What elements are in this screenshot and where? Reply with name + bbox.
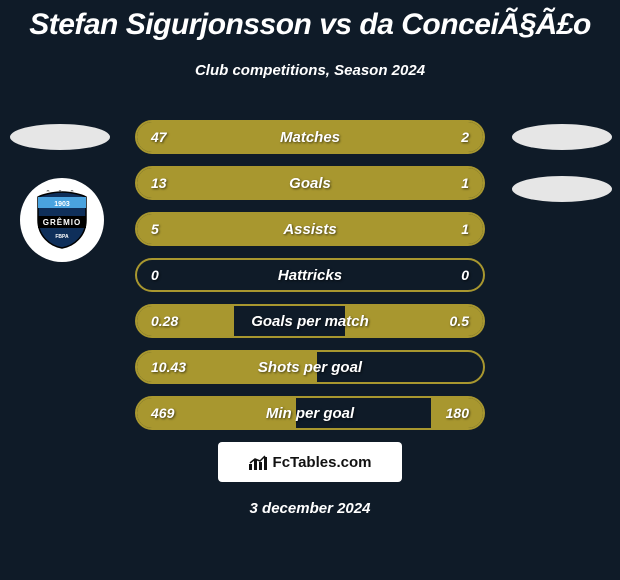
watermark-text: FcTables.com — [273, 454, 372, 471]
stat-label: Shots per goal — [137, 352, 483, 382]
stat-label: Goals per match — [137, 306, 483, 336]
gremio-shield-icon: 1903 GRÊMIO FBPA — [34, 190, 90, 250]
stat-rows: 472Matches 131Goals 51Assists 00Hattricks 0.… — [135, 120, 485, 442]
chart-icon — [249, 454, 267, 470]
stat-label: Assists — [137, 214, 483, 244]
stat-row: 469180Min per goal — [135, 396, 485, 430]
club-right-placeholder — [512, 176, 612, 202]
stat-row: 10.43Shots per goal — [135, 350, 485, 384]
stat-label: Matches — [137, 122, 483, 152]
page-subtitle: Club competitions, Season 2024 — [0, 62, 620, 79]
stat-row: 472Matches — [135, 120, 485, 154]
badge-sub: FBPA — [55, 234, 69, 240]
stat-row: 51Assists — [135, 212, 485, 246]
badge-year: 1903 — [54, 201, 70, 208]
club-badge-left: 1903 GRÊMIO FBPA — [20, 178, 104, 262]
watermark: FcTables.com — [218, 442, 402, 482]
stat-row: 131Goals — [135, 166, 485, 200]
stat-label: Hattricks — [137, 260, 483, 290]
stat-label: Min per goal — [137, 398, 483, 428]
stat-label: Goals — [137, 168, 483, 198]
page-title: Stefan Sigurjonsson vs da ConceiÃ§Ã£o — [0, 8, 620, 42]
stat-row: 0.280.5Goals per match — [135, 304, 485, 338]
badge-name: GRÊMIO — [43, 218, 81, 227]
stat-row: 00Hattricks — [135, 258, 485, 292]
player-left-placeholder — [10, 124, 110, 150]
footer-date: 3 december 2024 — [0, 500, 620, 517]
player-right-placeholder — [512, 124, 612, 150]
